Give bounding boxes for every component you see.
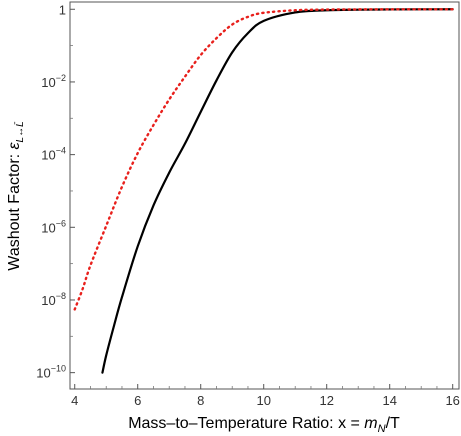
y-tick-label: 10−4 (41, 146, 66, 163)
y-tick-label: 10−2 (41, 73, 66, 90)
x-tick-label: 4 (71, 393, 78, 408)
series-line-solid-black (101, 8, 454, 374)
y-tick-label: 1 (59, 2, 66, 17)
y-tick-label: 10−8 (41, 291, 66, 308)
y-ticks: 1 10−2 10−4 10−6 10−8 10−10 (36, 2, 75, 381)
y-tick-label: 10−6 (41, 218, 66, 235)
x-ticks: 4 6 8 10 12 14 16 (71, 384, 460, 408)
x-axis-label: Mass–to–Temperature Ratio: x = mN/T (128, 415, 400, 435)
y-tick-label: 10−10 (36, 364, 66, 381)
x-tick-label: 12 (319, 393, 333, 408)
x-tick-label: 14 (382, 393, 396, 408)
x-tick-label: 8 (197, 393, 204, 408)
series-line-dotted-red (73, 8, 454, 311)
plot-frame (69, 1, 460, 390)
x-tick-label: 6 (134, 393, 141, 408)
x-tick-label: 10 (256, 393, 270, 408)
y-axis-label: Washout Factor: εL↔L̄ (6, 121, 26, 271)
x-tick-label: 16 (445, 393, 459, 408)
series-layer (73, 8, 454, 374)
